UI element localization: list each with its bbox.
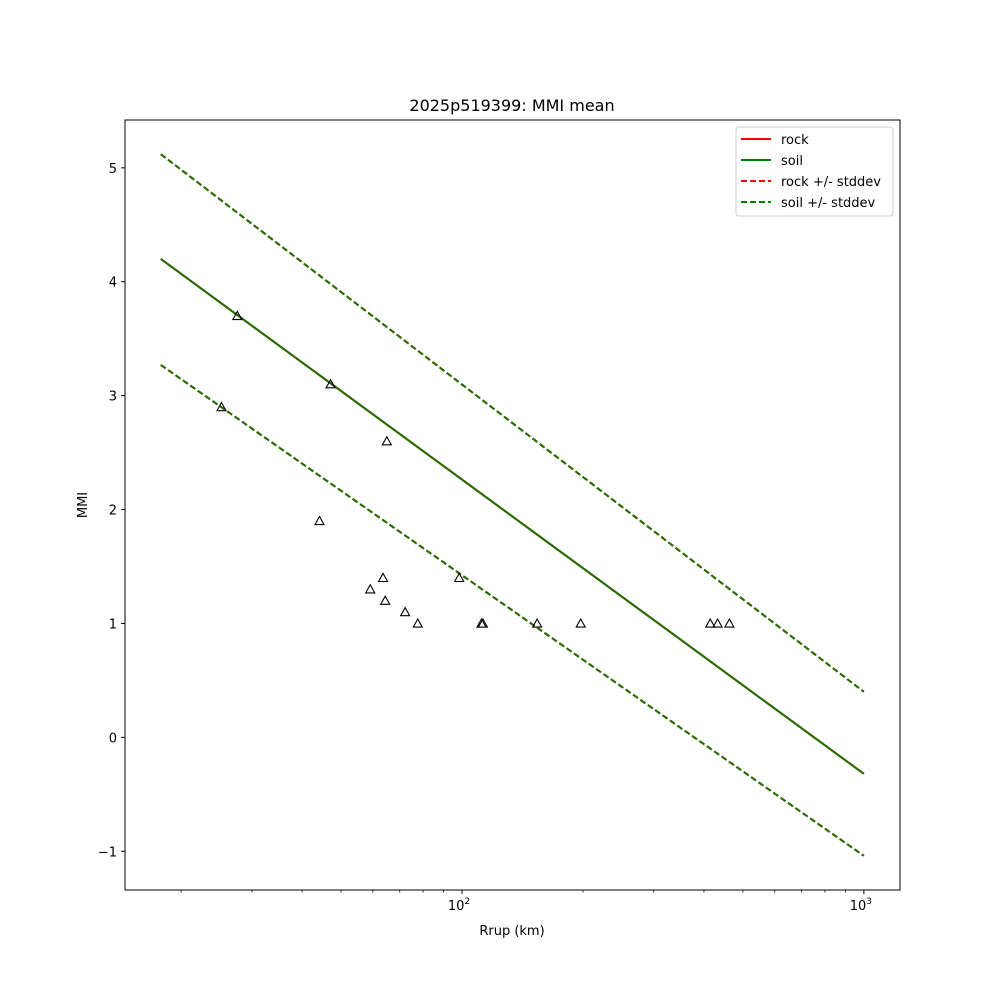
chart-title: 2025p519399: MMI mean (409, 96, 614, 115)
observation-point-5 (377, 572, 389, 583)
observation-point-2 (314, 515, 325, 526)
legend-label-2: rock +/- stddev (781, 175, 881, 190)
x-tick-label-1: 103 (850, 897, 872, 914)
x-tick-label-0: 102 (448, 897, 470, 914)
observation-point-4 (364, 583, 376, 594)
observation-point-7 (381, 435, 393, 446)
observation-point-9 (412, 617, 424, 628)
observation-point-3 (325, 378, 337, 389)
legend-label-1: soil (781, 154, 803, 169)
observation-point-15 (704, 617, 716, 628)
observation-point-8 (399, 606, 411, 617)
legend-label-0: rock (781, 133, 809, 148)
plot-area: −1 0 1 2 3 4 5 102 103 (98, 119, 901, 914)
observation-point-17 (723, 617, 735, 628)
observation-point-10 (453, 572, 465, 583)
y-tick-label-4: 3 (109, 390, 117, 405)
observation-point-14 (575, 617, 587, 628)
series-line-1 (160, 258, 865, 775)
x-axis-label: Rrup (km) (479, 924, 544, 939)
observation-point-16 (712, 617, 724, 628)
legend-label-3: soil +/- stddev (781, 196, 876, 211)
observation-point-13 (531, 617, 543, 628)
y-tick-label-2: 1 (109, 617, 117, 632)
series-line-3-lower (160, 364, 865, 857)
legend: rock soil rock +/- stddev soil +/- stddev (735, 126, 894, 217)
observation-point-1 (231, 310, 243, 321)
legend-box (735, 126, 894, 217)
series-line-3 (160, 153, 865, 693)
plot-frame (124, 119, 901, 891)
observation-point-0 (216, 401, 227, 412)
observation-point-12 (477, 617, 489, 628)
y-tick-label-6: 5 (109, 162, 117, 177)
y-tick-label-0: −1 (98, 845, 117, 860)
y-tick-label-3: 2 (109, 504, 117, 519)
observation-point-6 (379, 595, 391, 605)
y-tick-label-1: 0 (109, 731, 117, 746)
y-tick-label-5: 4 (109, 276, 117, 291)
y-axis-label: MMI (76, 492, 91, 518)
